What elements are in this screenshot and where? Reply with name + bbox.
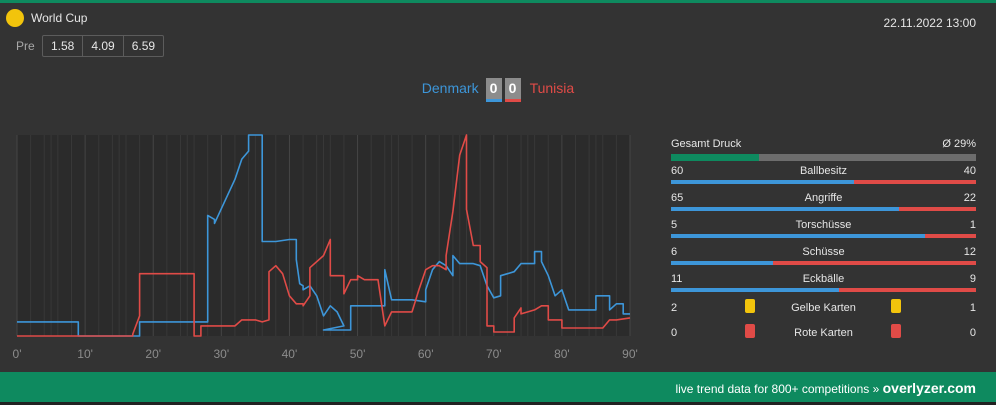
home-score: 0	[485, 77, 502, 102]
odds-home[interactable]: 1.58	[43, 36, 84, 56]
stat-bar-away	[925, 234, 976, 238]
stat-values: 65 Angriffe 22	[671, 188, 976, 206]
footer-tagline: live trend data for 800+ competitions »	[675, 382, 880, 396]
stat-bar	[671, 288, 976, 292]
odds-label: Pre	[16, 39, 35, 53]
card-row: 2 Gelbe Karten 1	[671, 296, 976, 321]
stat-row: 11 Eckbälle 9	[671, 269, 976, 296]
stat-row: 5 Torschüsse 1	[671, 215, 976, 242]
stat-bar-home	[671, 180, 854, 184]
stat-home-value: 6	[671, 246, 678, 258]
x-tick-label: 10'	[77, 347, 93, 361]
stat-bar	[671, 261, 976, 265]
stat-label: Eckbälle	[802, 273, 845, 285]
stat-label: Angriffe	[804, 192, 843, 204]
stat-away-value: 40	[963, 165, 976, 177]
red-card-icon	[745, 324, 755, 338]
stat-label: Schüsse	[802, 246, 845, 258]
stat-rows: 60 Ballbesitz 40 65 Angriffe 22 5 Torschüsse 1 6 S…	[671, 161, 976, 296]
x-tick-label: 50'	[350, 347, 366, 361]
series-line-denmark	[17, 134, 630, 337]
stat-away-value: 12	[963, 246, 976, 258]
stat-bar-away	[854, 180, 976, 184]
footer-brand[interactable]: overlyzer.com	[882, 380, 976, 396]
yellow-card-icon	[891, 299, 901, 313]
stat-bar-home	[671, 261, 773, 265]
stat-label: Torschüsse	[795, 219, 852, 231]
card-label: Rote Karten	[794, 327, 853, 339]
match-datetime: 22.11.2022 13:00	[883, 16, 976, 30]
stat-values: 5 Torschüsse 1	[671, 215, 976, 233]
pressure-trend-chart: 0' 10' 20' 30' 40' 50' 60' 70' 80' 90'	[13, 134, 638, 361]
stat-label: Ballbesitz	[799, 165, 848, 177]
stat-bar-home	[671, 207, 899, 211]
stat-bar	[671, 234, 976, 238]
red-card-icon	[891, 324, 901, 338]
stat-bar	[671, 207, 976, 211]
x-tick-label: 40'	[282, 347, 298, 361]
footer-bottom-line	[0, 402, 996, 405]
stat-bar	[671, 180, 976, 184]
stat-bar-home	[671, 234, 926, 238]
x-tick-label: 80'	[554, 347, 570, 361]
stat-values: 60 Ballbesitz 40	[671, 161, 976, 179]
pressure-bar	[671, 154, 976, 161]
odds-away[interactable]: 6.59	[131, 39, 156, 53]
card-home-count: 0	[671, 327, 678, 339]
odds-draw[interactable]: 4.09	[83, 36, 124, 56]
footer-text[interactable]: live trend data for 800+ competitions » …	[675, 380, 976, 396]
stat-row: 6 Schüsse 12	[671, 242, 976, 269]
stat-away-value: 1	[969, 219, 976, 231]
stat-home-value: 60	[671, 165, 684, 177]
footer-banner[interactable]: live trend data for 800+ competitions » …	[0, 372, 996, 402]
x-tick-label: 20'	[145, 347, 161, 361]
x-tick-label: 70'	[486, 347, 502, 361]
stat-away-value: 22	[963, 192, 976, 204]
competition-icon	[6, 9, 24, 27]
stat-row: 65 Angriffe 22	[671, 188, 976, 215]
top-accent-line	[0, 0, 996, 3]
yellow-card-icon	[745, 299, 755, 313]
card-rows: 2 Gelbe Karten 1 0 Rote Karten 0	[671, 296, 976, 346]
card-away-count: 0	[969, 327, 976, 339]
away-team-name[interactable]: Tunisia	[529, 80, 575, 96]
scoreboard: Denmark 0 0 Tunisia	[0, 76, 996, 102]
pressure-bar-fill	[671, 154, 760, 161]
odds-group: 1.58 4.09 6.59	[42, 35, 165, 57]
home-team-name[interactable]: Denmark	[421, 80, 479, 96]
stat-home-value: 11	[671, 273, 683, 285]
stat-bar-away	[898, 207, 976, 211]
pressure-value: Ø 29%	[942, 138, 976, 150]
x-tick-label: 90'	[622, 347, 638, 361]
x-tick-label: 0'	[13, 347, 22, 361]
stat-home-value: 5	[671, 219, 678, 231]
stat-bar-away	[838, 288, 976, 292]
card-row: 0 Rote Karten 0	[671, 321, 976, 346]
x-tick-label: 60'	[418, 347, 434, 361]
away-score: 0	[504, 77, 521, 102]
stat-home-value: 65	[671, 192, 684, 204]
stat-values: 6 Schüsse 12	[671, 242, 976, 260]
card-home-count: 2	[671, 302, 678, 314]
stat-values: 11 Eckbälle 9	[671, 269, 976, 287]
stat-away-value: 9	[969, 273, 976, 285]
card-label: Gelbe Karten	[791, 302, 856, 314]
stats-panel: Gesamt Druck Ø 29% 60 Ballbesitz 40 65 Angri…	[671, 138, 976, 346]
pressure-label: Gesamt Druck	[671, 138, 742, 150]
x-tick-label: 30'	[214, 347, 230, 361]
pressure-header: Gesamt Druck Ø 29%	[671, 138, 976, 152]
card-away-count: 1	[969, 302, 976, 314]
stat-bar-home	[671, 288, 839, 292]
stat-row: 60 Ballbesitz 40	[671, 161, 976, 188]
series-line-tunisia	[17, 134, 631, 337]
competition-name[interactable]: World Cup	[31, 11, 88, 25]
stat-bar-away	[772, 261, 976, 265]
